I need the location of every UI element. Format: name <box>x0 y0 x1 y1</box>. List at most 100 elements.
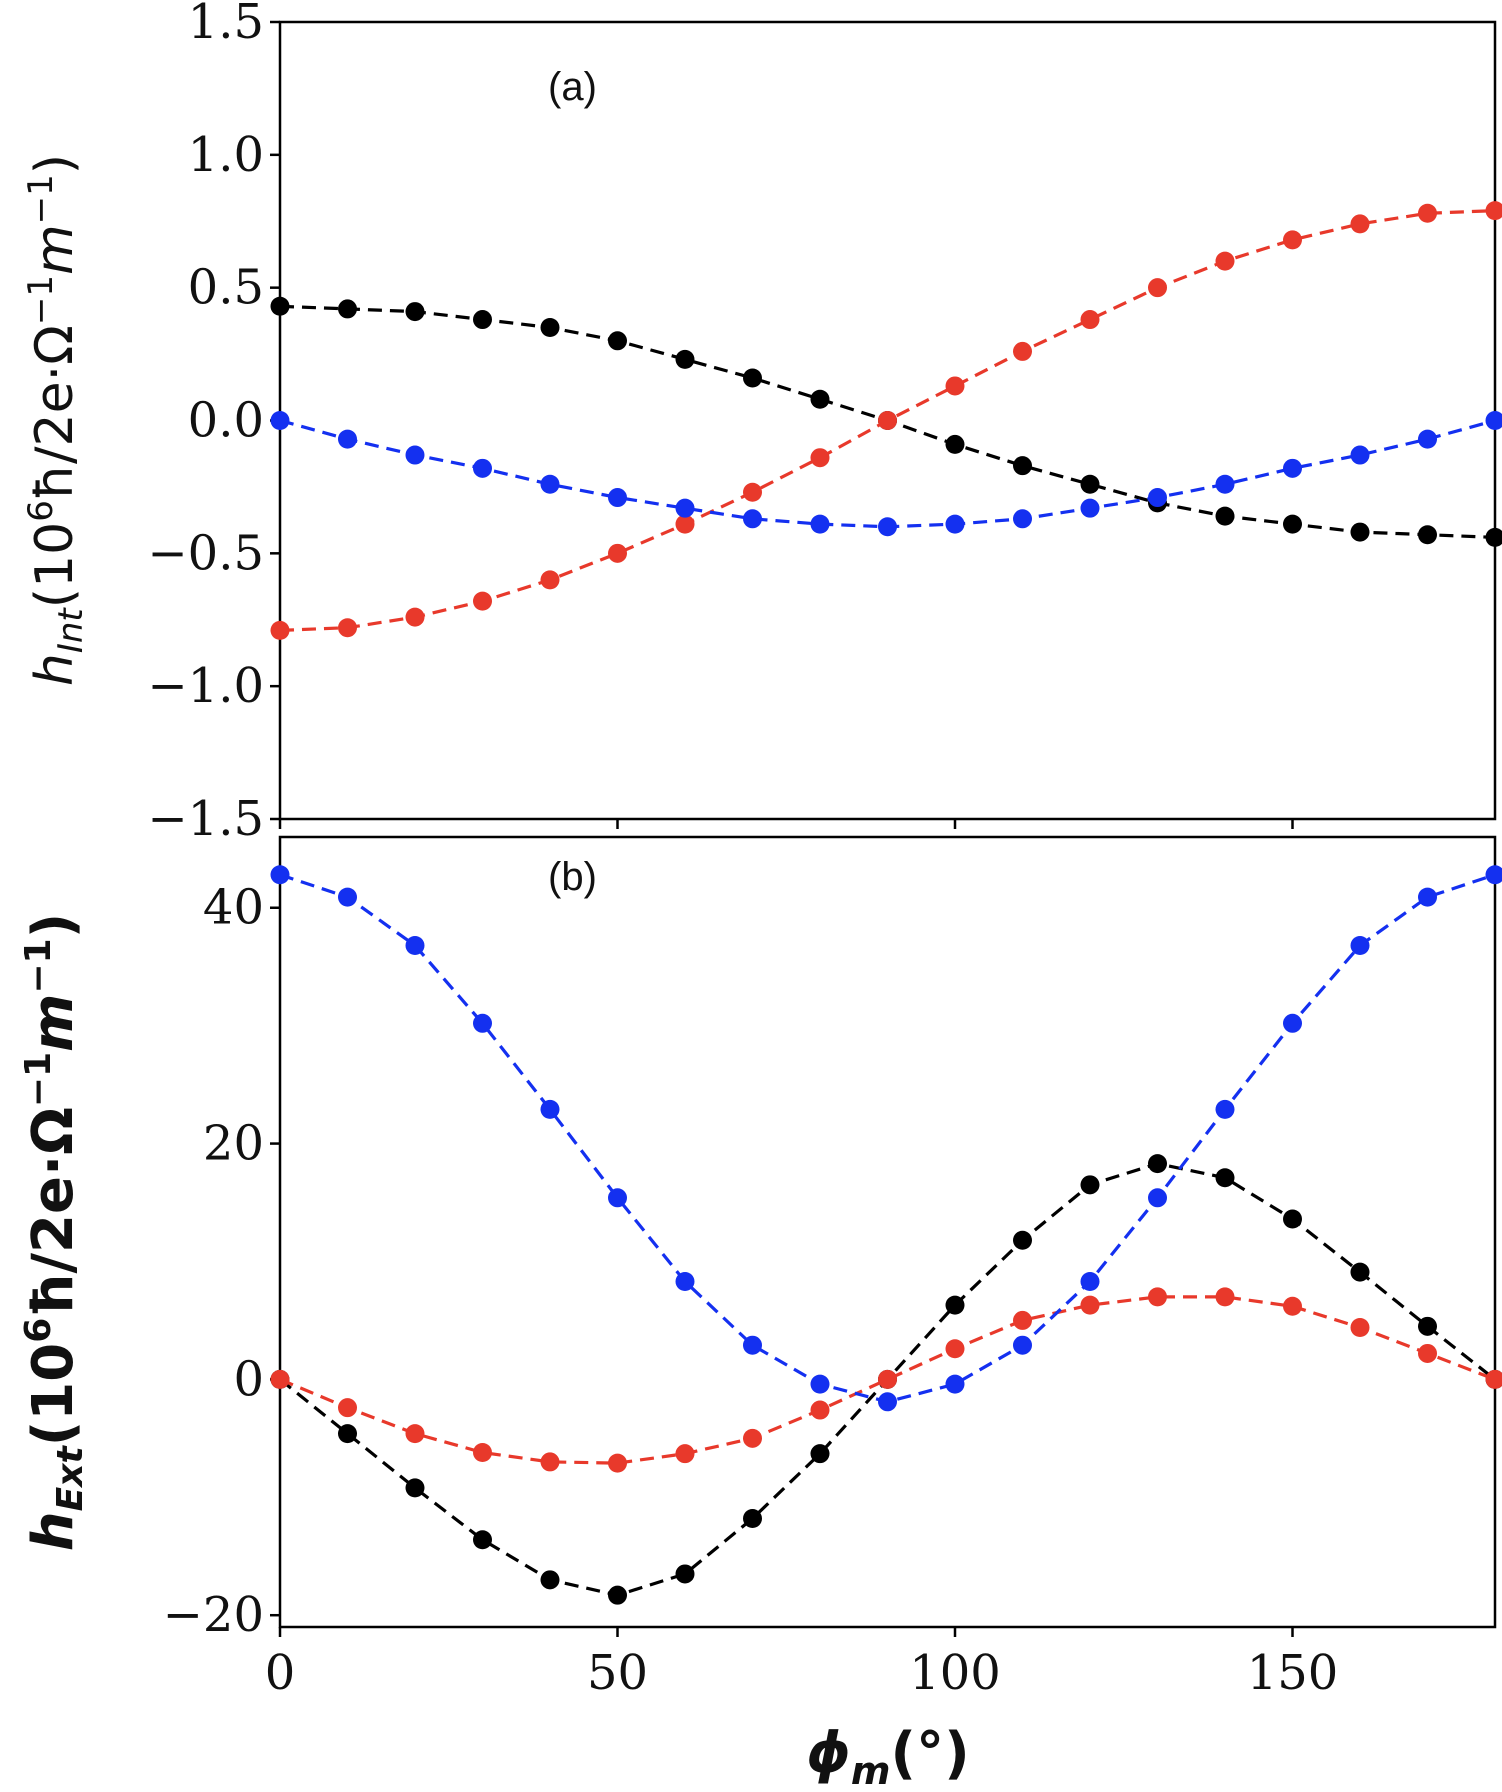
data-point-black <box>743 368 762 388</box>
data-point-blue <box>540 474 560 494</box>
y-tick-label: −20 <box>163 1587 264 1643</box>
data-point-blue <box>473 1013 492 1033</box>
data-point-red <box>338 1398 357 1418</box>
data-point-red <box>405 607 425 627</box>
data-point-red <box>608 543 627 563</box>
data-point-red <box>878 1369 897 1389</box>
series-red <box>270 201 1502 640</box>
data-point-red <box>945 376 965 396</box>
data-point-blue <box>1485 411 1502 430</box>
data-point-blue <box>1418 429 1437 449</box>
data-point-black <box>1283 514 1302 534</box>
data-point-blue <box>743 509 762 529</box>
data-point-blue <box>405 445 425 465</box>
data-point-blue <box>473 458 492 478</box>
y-tick-label: 1.0 <box>188 127 264 183</box>
data-point-black <box>338 299 357 319</box>
y-tick-label: −1.5 <box>147 791 264 847</box>
panel-a-y-axis-label: hInt(106ħ/2e·Ω−1m−1) <box>21 154 91 686</box>
data-point-black <box>1080 474 1100 494</box>
data-point-black <box>1080 1175 1100 1195</box>
data-point-blue <box>405 935 425 955</box>
x-axis-label: ϕm(°) <box>806 1721 969 1792</box>
data-point-blue <box>810 1374 830 1394</box>
data-point-black <box>945 1295 965 1315</box>
data-point-red <box>1215 251 1235 271</box>
data-point-blue <box>338 429 357 449</box>
data-point-blue <box>878 517 897 537</box>
data-point-blue <box>675 498 695 518</box>
data-point-blue <box>1350 935 1370 955</box>
data-point-blue <box>540 1099 560 1119</box>
panel-a-series <box>270 201 1502 640</box>
data-point-black <box>1148 1154 1167 1174</box>
panel-b-y-axis-label: hExt(106ħ/2e·Ω−1m−1) <box>18 913 91 1551</box>
y-tick-label: 0.5 <box>188 260 264 316</box>
data-point-blue <box>743 1335 762 1355</box>
data-point-black <box>1215 1168 1235 1188</box>
data-point-blue <box>675 1272 695 1292</box>
x-tick-label: 0 <box>265 1645 296 1701</box>
data-point-black <box>270 296 290 316</box>
panel-b-y-ticks: −20 0 20 40 <box>163 880 280 1643</box>
data-point-blue <box>1283 458 1302 478</box>
data-point-red <box>675 514 695 534</box>
data-point-black <box>405 1478 425 1498</box>
data-point-red <box>1080 1295 1100 1315</box>
data-point-black <box>1350 522 1370 542</box>
y-tick-label: 40 <box>203 880 264 936</box>
data-point-red <box>1148 278 1167 298</box>
x-tick-label: 150 <box>1247 1645 1339 1701</box>
y-tick-label: −1.0 <box>147 658 264 714</box>
data-point-red <box>1013 1310 1032 1330</box>
data-point-red <box>1485 1369 1502 1389</box>
data-point-blue <box>608 1188 627 1208</box>
data-point-red <box>1283 230 1302 250</box>
data-point-blue <box>1485 865 1502 885</box>
x-tick-label: 50 <box>587 1645 648 1701</box>
x-tick-label: 100 <box>909 1645 1001 1701</box>
y-tick-label: 0.0 <box>188 393 264 449</box>
data-point-red <box>1418 1343 1437 1363</box>
data-point-black <box>743 1509 762 1529</box>
data-point-black <box>473 310 492 330</box>
data-point-black <box>675 1564 695 1584</box>
data-point-black <box>473 1530 492 1550</box>
data-point-red <box>473 591 492 611</box>
data-point-red <box>1485 201 1502 221</box>
data-point-red <box>1148 1287 1167 1307</box>
data-point-black <box>810 1444 830 1464</box>
data-point-black <box>1215 506 1235 526</box>
data-point-black <box>1418 1316 1437 1336</box>
data-point-black <box>540 318 560 338</box>
data-point-black <box>405 302 425 322</box>
data-point-red <box>1350 1318 1370 1338</box>
data-point-red <box>270 620 290 640</box>
data-point-red <box>608 1453 627 1473</box>
series-line-blue <box>279 873 1496 1404</box>
data-point-black <box>1013 456 1032 476</box>
series-blue <box>270 411 1502 537</box>
data-point-black <box>1283 1209 1302 1229</box>
series-blue <box>270 865 1502 1412</box>
data-point-black <box>338 1424 357 1444</box>
data-point-black <box>540 1570 560 1590</box>
panel-a: −1.5 −1.0 −0.5 0.0 0.5 1.0 1.5 (a) hInt(106ħ/2… <box>21 0 1502 847</box>
data-point-red <box>473 1442 492 1462</box>
data-point-blue <box>878 1392 897 1412</box>
data-point-red <box>878 411 897 430</box>
data-point-blue <box>1013 509 1032 529</box>
data-point-red <box>810 448 830 468</box>
panel-b-frame <box>278 835 1497 1629</box>
data-point-red <box>945 1339 965 1359</box>
data-point-red <box>540 1452 560 1472</box>
data-point-blue <box>1080 498 1100 518</box>
data-point-black <box>1013 1230 1032 1250</box>
panel-b-label: (b) <box>548 855 597 899</box>
panel-b-x-ticks: 0 50 100 150 <box>265 1627 1339 1701</box>
data-point-blue <box>810 514 830 534</box>
data-point-blue <box>270 411 290 430</box>
data-point-blue <box>270 865 290 885</box>
data-point-black <box>810 389 830 409</box>
